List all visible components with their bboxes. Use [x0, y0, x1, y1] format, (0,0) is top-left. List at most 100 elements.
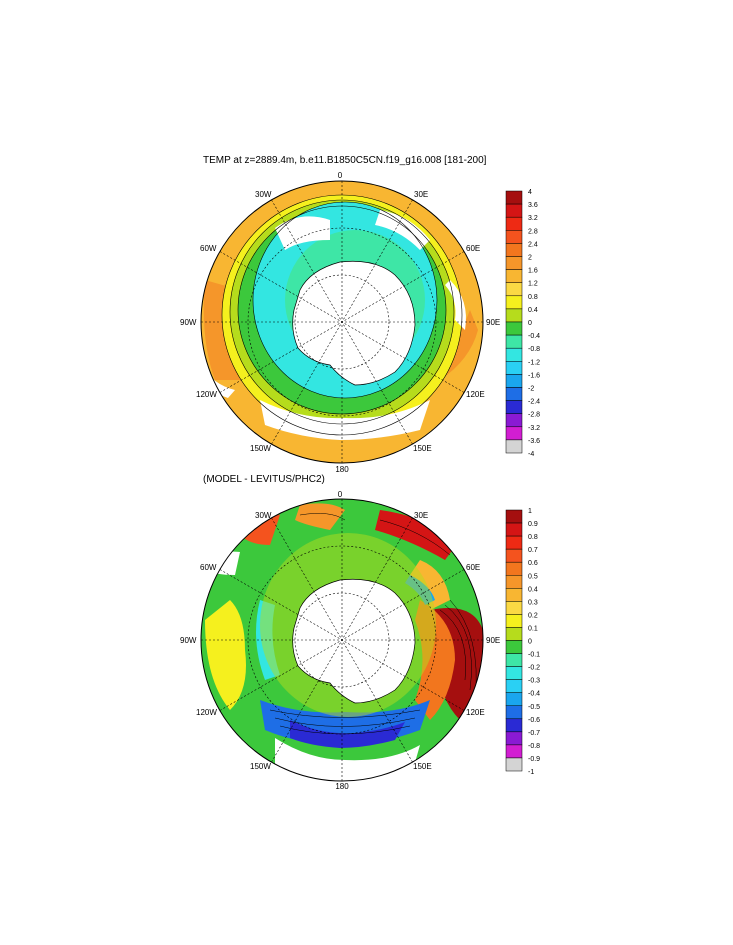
- colorbar-box: [505, 426, 523, 441]
- colorbar-label: 1.6: [528, 268, 538, 275]
- colorbar-label: 0.4: [528, 307, 538, 314]
- panel-2-label-60e: 60E: [466, 563, 480, 572]
- colorbar-label: -1.6: [528, 372, 540, 379]
- panel-2-label-120w: 120W: [196, 708, 217, 717]
- colorbar-box: [505, 522, 523, 537]
- panel-2-colorbar: 1 0.9 0.8 0.7 0.6 0.5 0.4 0.3 0.2 0.1 0 -0.1 -0.2 -0.…: [505, 508, 540, 776]
- colorbar-box: [505, 243, 523, 257]
- colorbar-box: [505, 509, 523, 524]
- colorbar-label: 0.1: [528, 625, 538, 632]
- colorbar-label: 0.2: [528, 612, 538, 619]
- colorbar-box: [505, 705, 523, 720]
- panel-1-label-120w: 120W: [196, 390, 217, 399]
- colorbar-label: 0.8: [528, 294, 538, 301]
- panel-1-label-150w: 150W: [250, 444, 271, 453]
- colorbar-label: 0.5: [528, 573, 538, 580]
- colorbar-box: [505, 679, 523, 693]
- colorbar-box: [505, 347, 523, 362]
- panel-1-label-30e: 30E: [414, 190, 428, 199]
- panel-1-title: TEMP at z=2889.4m, b.e11.B1850C5CN.f19_g…: [203, 155, 487, 166]
- colorbar-label: 0.8: [528, 534, 538, 541]
- colorbar-label: 0.6: [528, 560, 538, 567]
- colorbar-label: 0.9: [528, 521, 538, 528]
- colorbar-label: 1.2: [528, 281, 538, 288]
- colorbar-box: [505, 601, 523, 615]
- colorbar-box: [505, 334, 523, 349]
- colorbar-box: [505, 361, 523, 375]
- colorbar-label: -1: [528, 769, 534, 776]
- colorbar-label: -0.8: [528, 743, 540, 750]
- colorbar-label: -0.1: [528, 652, 540, 659]
- colorbar-label: -0.5: [528, 704, 540, 711]
- colorbar-label: 3.6: [528, 202, 538, 209]
- colorbar-box: [505, 666, 523, 680]
- colorbar-box: [505, 400, 523, 414]
- colorbar-box: [505, 203, 523, 218]
- colorbar-label: 0: [528, 639, 532, 646]
- panel-2-label-bottom: 180: [335, 782, 349, 791]
- colorbar-label: -2.4: [528, 399, 540, 406]
- colorbar-box: [505, 439, 523, 454]
- panel-2-field: [201, 499, 483, 781]
- colorbar-box: [505, 387, 523, 401]
- colorbar-box: [505, 575, 523, 589]
- colorbar-box: [505, 588, 523, 602]
- panel-2-label-120e: 120E: [466, 708, 485, 717]
- colorbar-label: 2.4: [528, 241, 538, 248]
- colorbar-box: [505, 190, 523, 205]
- colorbar-box: [505, 282, 523, 297]
- colorbar-label: -0.6: [528, 717, 540, 724]
- colorbar-box: [505, 256, 523, 270]
- panel-1-label-right: 90E: [486, 318, 500, 327]
- colorbar-label: -0.3: [528, 678, 540, 685]
- colorbar-box: [505, 744, 523, 759]
- colorbar-label: -0.8: [528, 346, 540, 353]
- colorbar-label: 2: [528, 255, 532, 262]
- colorbar-label: -0.7: [528, 730, 540, 737]
- panel-2-label-left: 90W: [180, 636, 197, 645]
- panel-1-label-left: 90W: [180, 318, 197, 327]
- colorbar-label: -0.9: [528, 756, 540, 763]
- panel-1-label-120e: 120E: [466, 390, 485, 399]
- colorbar-box: [505, 295, 523, 310]
- colorbar-box: [505, 413, 523, 428]
- colorbar-label: 0.3: [528, 599, 538, 606]
- colorbar-label: -3.6: [528, 438, 540, 445]
- colorbar-label: -2.8: [528, 412, 540, 419]
- colorbar-label: -1.2: [528, 359, 540, 366]
- colorbar-label: 0.7: [528, 547, 538, 554]
- colorbar-label: -3.2: [528, 425, 540, 432]
- colorbar-label: 3.2: [528, 215, 538, 222]
- panel-2-label-right: 90E: [486, 636, 500, 645]
- colorbar-box: [505, 640, 523, 654]
- colorbar-label: 4: [528, 189, 532, 196]
- colorbar-box: [505, 269, 523, 283]
- panel-2-label-30e: 30E: [414, 511, 428, 520]
- panel-2-antarctica: [292, 578, 416, 704]
- colorbar-box: [505, 692, 523, 707]
- panel-2-label-150e: 150E: [413, 762, 432, 771]
- colorbar-box: [505, 374, 523, 388]
- panel-1-label-30w: 30W: [255, 190, 272, 199]
- colorbar-box: [505, 308, 523, 323]
- colorbar-box: [505, 321, 523, 336]
- panel-2-label-top: 0: [338, 490, 343, 499]
- colorbar-box: [505, 627, 523, 641]
- colorbar-box: [505, 614, 523, 628]
- panel-1-label-60e: 60E: [466, 244, 480, 253]
- colorbar-label: 1: [528, 508, 532, 515]
- colorbar-label: 0.4: [528, 586, 538, 593]
- colorbar-label: -0.2: [528, 665, 540, 672]
- colorbar-box: [505, 535, 523, 550]
- panel-2-label-30w: 30W: [255, 511, 272, 520]
- panel-2-title: (MODEL - LEVITUS/PHC2): [203, 474, 325, 485]
- panel-1-label-top: 0: [338, 171, 343, 180]
- colorbar-box: [505, 548, 523, 563]
- colorbar-box: [505, 718, 523, 733]
- colorbar-label: -4: [528, 451, 534, 458]
- panel-2-label-60w: 60W: [200, 563, 217, 572]
- colorbar-label: -2: [528, 386, 534, 393]
- colorbar-label: 2.8: [528, 228, 538, 235]
- colorbar-box: [505, 757, 523, 772]
